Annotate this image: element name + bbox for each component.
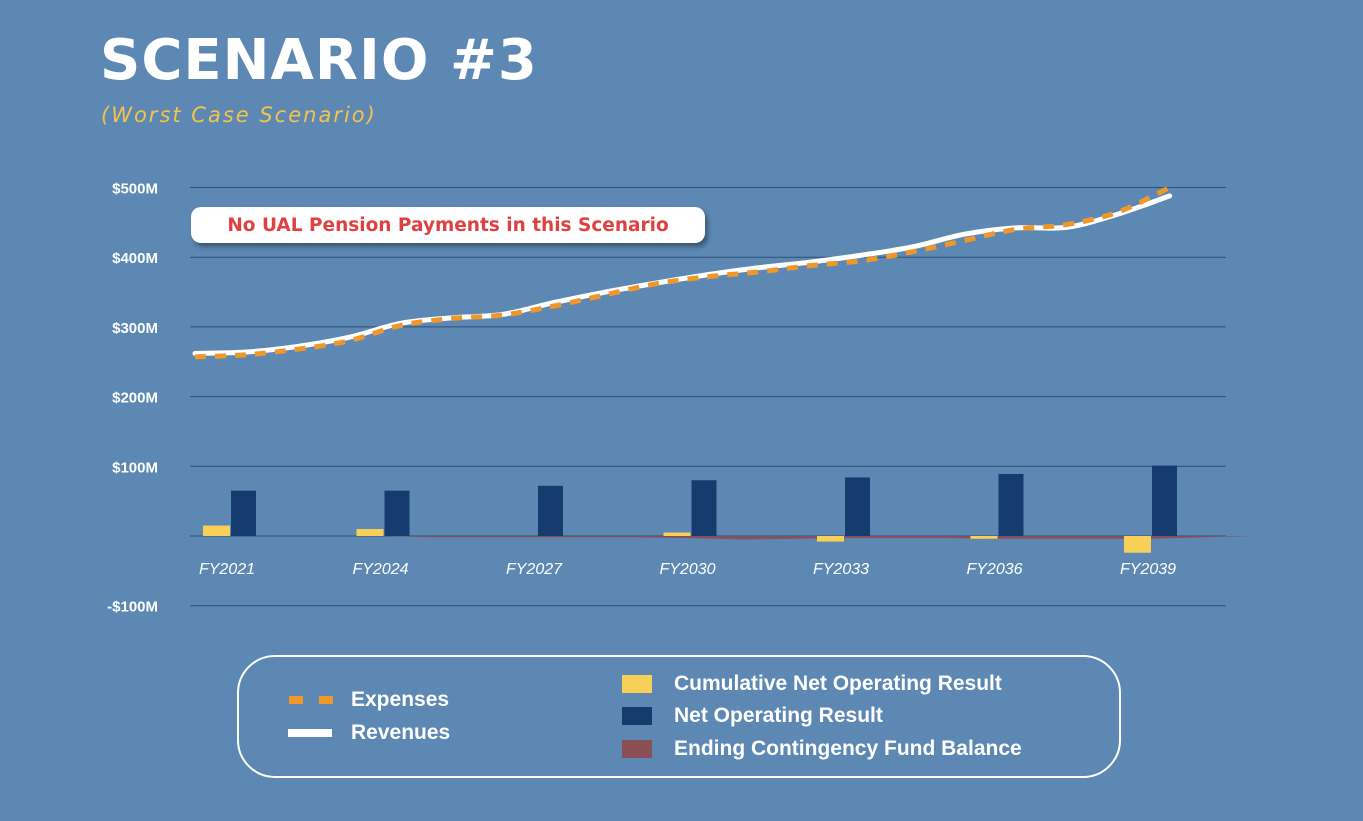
x-tick-label: FY2033 — [813, 561, 869, 578]
x-tick-label: FY2039 — [1120, 561, 1176, 578]
bar-net-fy2039 — [1152, 465, 1177, 536]
bar-cumulative-fy2036 — [970, 536, 998, 539]
page-subtitle: (Worst Case Scenario) — [101, 103, 377, 127]
contingency-area-shape — [230, 536, 1254, 540]
bar-net-fy2027 — [538, 485, 563, 536]
scenario-callout: No UAL Pension Payments in this Scenario — [191, 207, 705, 243]
bar-net-fy2030 — [691, 480, 717, 536]
expenses-line — [194, 185, 1171, 360]
chart-lines — [192, 185, 1173, 360]
page-title: SCENARIO #3 — [100, 28, 538, 93]
bar-net-fy2021 — [231, 490, 256, 536]
x-tick-label: FY2030 — [659, 561, 715, 578]
legend-contingency-swatch — [622, 740, 652, 758]
legend-item-cumulative: Cumulative Net Operating Result — [622, 672, 1002, 696]
legend-expenses-swatch — [289, 696, 333, 704]
legend-label-cumulative: Cumulative Net Operating Result — [674, 672, 1002, 695]
legend-item-contingency: Ending Contingency Fund Balance — [622, 737, 1022, 761]
legend-revenues-swatch — [288, 729, 332, 737]
x-axis-labels: FY2021 FY2024 FY2027 FY2030 FY2033 FY2036 FY20… — [199, 561, 1176, 578]
bar-net-fy2024 — [384, 490, 410, 536]
bar-cumulative-fy2039 — [1124, 536, 1151, 553]
x-tick-label: FY2036 — [966, 561, 1022, 578]
x-tick-label: FY2024 — [352, 561, 408, 578]
chart-gridlines — [190, 187, 1226, 607]
legend-item-revenues: Revenues — [287, 721, 450, 745]
chart-bars — [203, 465, 1177, 553]
bar-cumulative-fy2030 — [663, 532, 691, 536]
contingency-area — [230, 536, 1254, 540]
legend-label-expenses: Expenses — [351, 688, 450, 711]
bar-cumulative-fy2021 — [203, 525, 230, 536]
bar-cumulative-fy2024 — [356, 529, 384, 536]
bar-net-fy2036 — [998, 473, 1024, 536]
legend-cumulative-swatch — [622, 675, 652, 693]
y-tick-label: $500M — [112, 181, 158, 198]
legend-label-contingency: Ending Contingency Fund Balance — [674, 737, 1022, 760]
y-tick-label: $100M — [112, 459, 158, 476]
y-tick-label: $200M — [112, 390, 158, 407]
y-tick-label: $400M — [112, 250, 158, 267]
legend-item-net: Net Operating Result — [622, 704, 883, 728]
legend-item-expenses: Expenses — [287, 688, 449, 712]
chart-legend: Expenses Revenues Cumulative Net Operati… — [237, 655, 1121, 778]
bar-cumulative-fy2033 — [817, 536, 844, 542]
x-tick-label: FY2021 — [199, 561, 255, 578]
x-tick-label: FY2027 — [506, 561, 563, 578]
bar-net-fy2033 — [845, 477, 870, 536]
legend-label-revenues: Revenues — [351, 721, 451, 744]
y-tick-label: $300M — [112, 320, 158, 337]
legend-label-net: Net Operating Result — [674, 704, 883, 727]
legend-net-swatch — [622, 707, 652, 725]
y-tick-label: -$100M — [107, 599, 158, 616]
y-axis-labels: $500M $400M $300M $200M $100M -$100M — [107, 181, 158, 616]
